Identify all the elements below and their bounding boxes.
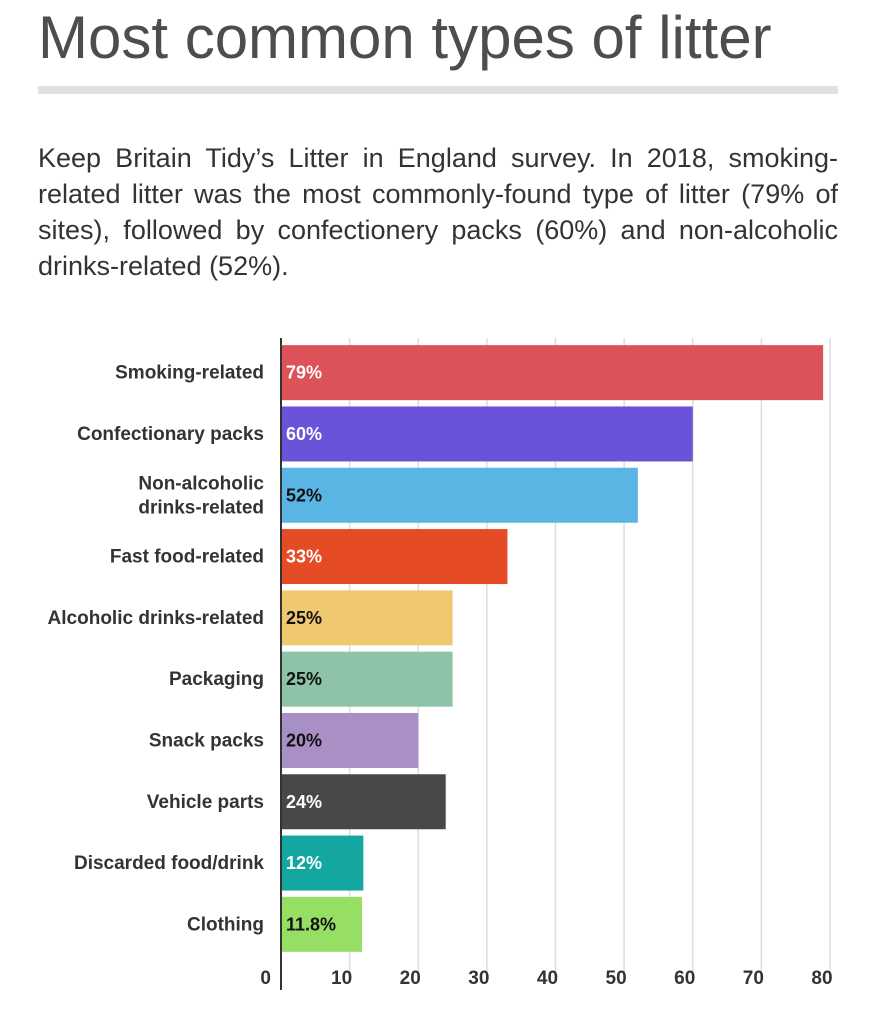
x-tick-label: 20 <box>400 968 421 989</box>
bar <box>281 345 824 401</box>
category-label: drinks-related <box>138 497 264 518</box>
bars: 79% 60% 52% 33% 25% 25% 20% 24% 12% 11.8% <box>281 345 824 952</box>
category-label: Fast food-related <box>110 547 264 568</box>
category-label: Vehicle parts <box>147 792 264 813</box>
bar <box>281 590 453 646</box>
bar-value-label: 11.8% <box>286 914 336 934</box>
x-tick-label: 80 <box>811 968 832 989</box>
bar-value-label: 60% <box>286 424 322 444</box>
x-tick-label: 30 <box>468 968 489 989</box>
bar-value-label: 79% <box>286 363 322 383</box>
chart-subtitle: Keep Britain Tidy’s Litter in England su… <box>38 143 838 281</box>
bar <box>281 896 362 952</box>
bar-value-label: 33% <box>286 547 322 567</box>
category-label: Packaging <box>169 669 264 690</box>
category-label: Clothing <box>187 914 264 935</box>
x-tick-label: 0 <box>260 968 271 989</box>
x-tick-label: 40 <box>537 968 558 989</box>
category-label: Discarded food/drink <box>74 853 264 874</box>
x-tick-label: 60 <box>674 968 695 989</box>
x-tick-label: 70 <box>743 968 764 989</box>
category-label: Non-alcoholic <box>138 473 264 494</box>
bar-value-label: 24% <box>286 792 322 812</box>
category-label: Snack packs <box>149 730 264 751</box>
chart-title: Most common types of litter <box>38 4 772 71</box>
bar-value-label: 25% <box>286 608 322 628</box>
category-label: Alcoholic drinks-related <box>48 608 264 629</box>
bar <box>281 774 446 830</box>
x-tick-label: 10 <box>331 968 352 989</box>
bar-value-label: 12% <box>286 853 322 873</box>
bar <box>281 406 693 462</box>
bar-value-label: 25% <box>286 669 322 689</box>
bar-chart: 79% 60% 52% 33% 25% 25% 20% 24% 12% 11.8% Smoking… <box>48 338 833 990</box>
category-label: Smoking-related <box>115 363 264 384</box>
category-labels: Smoking-related Confectionary packs Non-al… <box>48 363 265 936</box>
bar-value-label: 20% <box>286 730 322 750</box>
bar <box>281 651 453 707</box>
x-axis-ticks: 0 10 20 30 40 50 60 70 80 <box>260 968 832 989</box>
bar <box>281 712 419 768</box>
bar <box>281 835 364 891</box>
x-tick-label: 50 <box>606 968 627 989</box>
title-divider <box>38 86 838 94</box>
bar <box>281 529 508 585</box>
bar-value-label: 52% <box>286 485 322 505</box>
bar <box>281 467 638 523</box>
category-label: Confectionary packs <box>77 424 264 445</box>
